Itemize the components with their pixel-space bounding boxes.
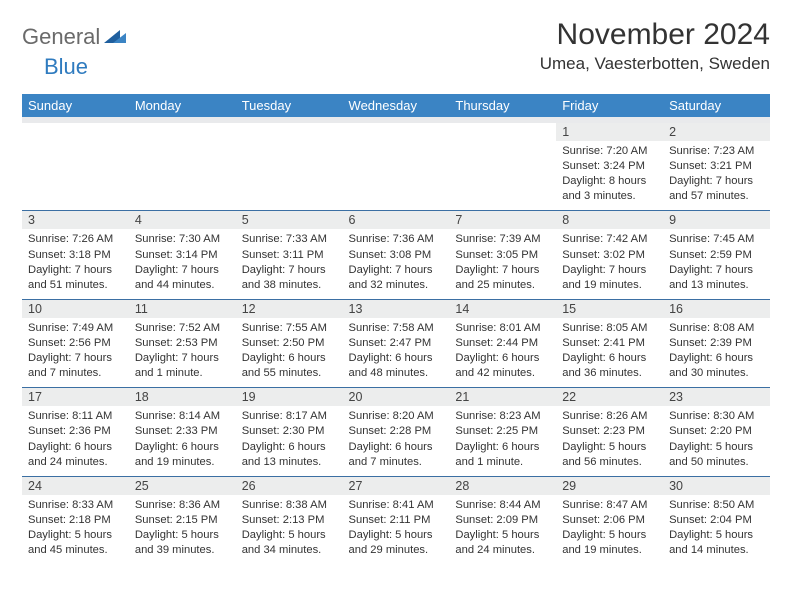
weekday-header: Friday <box>556 94 663 120</box>
day-detail-cell: Sunrise: 8:14 AMSunset: 2:33 PMDaylight:… <box>129 406 236 476</box>
day-detail-cell: Sunrise: 8:11 AMSunset: 2:36 PMDaylight:… <box>22 406 129 476</box>
day-number-cell <box>22 120 129 141</box>
day-detail-cell: Sunrise: 7:33 AMSunset: 3:11 PMDaylight:… <box>236 229 343 299</box>
day-number-cell: 25 <box>129 476 236 495</box>
day-number-cell: 14 <box>449 299 556 318</box>
weekday-header: Wednesday <box>343 94 450 120</box>
day-detail-cell: Sunrise: 7:58 AMSunset: 2:47 PMDaylight:… <box>343 318 450 388</box>
day-number-cell: 30 <box>663 476 770 495</box>
day-number-cell: 8 <box>556 211 663 230</box>
brand-part1: General <box>22 24 100 50</box>
day-number-row: 24252627282930 <box>22 476 770 495</box>
day-number-cell: 22 <box>556 388 663 407</box>
day-number-row: 10111213141516 <box>22 299 770 318</box>
weekday-header: Monday <box>129 94 236 120</box>
day-number-cell: 16 <box>663 299 770 318</box>
brand-triangle-icon <box>104 26 126 49</box>
day-detail-cell <box>343 141 450 211</box>
day-detail-cell: Sunrise: 7:45 AMSunset: 2:59 PMDaylight:… <box>663 229 770 299</box>
day-number-cell: 29 <box>556 476 663 495</box>
day-detail-row: Sunrise: 8:11 AMSunset: 2:36 PMDaylight:… <box>22 406 770 476</box>
month-title: November 2024 <box>540 18 770 52</box>
day-number-cell: 10 <box>22 299 129 318</box>
day-detail-cell: Sunrise: 8:41 AMSunset: 2:11 PMDaylight:… <box>343 495 450 564</box>
day-detail-cell: Sunrise: 7:26 AMSunset: 3:18 PMDaylight:… <box>22 229 129 299</box>
day-detail-cell: Sunrise: 7:42 AMSunset: 3:02 PMDaylight:… <box>556 229 663 299</box>
day-number-row: 17181920212223 <box>22 388 770 407</box>
day-detail-cell: Sunrise: 8:17 AMSunset: 2:30 PMDaylight:… <box>236 406 343 476</box>
day-number-cell: 23 <box>663 388 770 407</box>
day-detail-cell: Sunrise: 7:52 AMSunset: 2:53 PMDaylight:… <box>129 318 236 388</box>
day-detail-cell: Sunrise: 7:30 AMSunset: 3:14 PMDaylight:… <box>129 229 236 299</box>
day-number-row: 3456789 <box>22 211 770 230</box>
day-number-cell: 26 <box>236 476 343 495</box>
day-number-cell: 28 <box>449 476 556 495</box>
weekday-header: Saturday <box>663 94 770 120</box>
day-detail-cell <box>129 141 236 211</box>
day-number-cell: 7 <box>449 211 556 230</box>
day-detail-cell: Sunrise: 8:38 AMSunset: 2:13 PMDaylight:… <box>236 495 343 564</box>
day-detail-cell: Sunrise: 8:50 AMSunset: 2:04 PMDaylight:… <box>663 495 770 564</box>
day-number-cell: 18 <box>129 388 236 407</box>
day-detail-cell: Sunrise: 7:20 AMSunset: 3:24 PMDaylight:… <box>556 141 663 211</box>
day-detail-cell: Sunrise: 8:08 AMSunset: 2:39 PMDaylight:… <box>663 318 770 388</box>
day-number-cell: 2 <box>663 120 770 141</box>
day-detail-row: Sunrise: 8:33 AMSunset: 2:18 PMDaylight:… <box>22 495 770 564</box>
calendar-table: Sunday Monday Tuesday Wednesday Thursday… <box>22 94 770 564</box>
day-detail-cell: Sunrise: 8:05 AMSunset: 2:41 PMDaylight:… <box>556 318 663 388</box>
day-number-cell <box>343 120 450 141</box>
day-number-cell <box>129 120 236 141</box>
day-number-cell: 12 <box>236 299 343 318</box>
day-number-cell: 15 <box>556 299 663 318</box>
day-detail-cell: Sunrise: 8:01 AMSunset: 2:44 PMDaylight:… <box>449 318 556 388</box>
weekday-header: Tuesday <box>236 94 343 120</box>
day-number-cell: 24 <box>22 476 129 495</box>
day-detail-row: Sunrise: 7:26 AMSunset: 3:18 PMDaylight:… <box>22 229 770 299</box>
day-detail-row: Sunrise: 7:20 AMSunset: 3:24 PMDaylight:… <box>22 141 770 211</box>
day-number-cell: 6 <box>343 211 450 230</box>
title-block: November 2024 Umea, Vaesterbotten, Swede… <box>540 18 770 74</box>
day-number-cell: 3 <box>22 211 129 230</box>
day-detail-cell: Sunrise: 7:36 AMSunset: 3:08 PMDaylight:… <box>343 229 450 299</box>
day-number-cell: 21 <box>449 388 556 407</box>
day-detail-cell: Sunrise: 8:44 AMSunset: 2:09 PMDaylight:… <box>449 495 556 564</box>
weekday-header-row: Sunday Monday Tuesday Wednesday Thursday… <box>22 94 770 120</box>
day-number-cell <box>449 120 556 141</box>
day-detail-cell: Sunrise: 7:23 AMSunset: 3:21 PMDaylight:… <box>663 141 770 211</box>
day-detail-cell: Sunrise: 8:26 AMSunset: 2:23 PMDaylight:… <box>556 406 663 476</box>
day-detail-cell: Sunrise: 8:36 AMSunset: 2:15 PMDaylight:… <box>129 495 236 564</box>
day-number-row: 12 <box>22 120 770 141</box>
day-number-cell: 1 <box>556 120 663 141</box>
weekday-header: Thursday <box>449 94 556 120</box>
day-number-cell: 13 <box>343 299 450 318</box>
day-number-cell: 17 <box>22 388 129 407</box>
location-subtitle: Umea, Vaesterbotten, Sweden <box>540 54 770 74</box>
brand-part2: Blue <box>44 54 88 80</box>
day-detail-cell <box>236 141 343 211</box>
day-detail-cell: Sunrise: 8:30 AMSunset: 2:20 PMDaylight:… <box>663 406 770 476</box>
day-detail-cell: Sunrise: 8:20 AMSunset: 2:28 PMDaylight:… <box>343 406 450 476</box>
day-number-cell: 9 <box>663 211 770 230</box>
day-detail-cell: Sunrise: 7:39 AMSunset: 3:05 PMDaylight:… <box>449 229 556 299</box>
day-detail-cell <box>22 141 129 211</box>
day-detail-cell: Sunrise: 8:33 AMSunset: 2:18 PMDaylight:… <box>22 495 129 564</box>
day-number-cell: 11 <box>129 299 236 318</box>
brand-logo: General <box>22 18 128 50</box>
day-detail-cell: Sunrise: 8:23 AMSunset: 2:25 PMDaylight:… <box>449 406 556 476</box>
day-number-cell <box>236 120 343 141</box>
weekday-header: Sunday <box>22 94 129 120</box>
day-detail-cell: Sunrise: 7:55 AMSunset: 2:50 PMDaylight:… <box>236 318 343 388</box>
day-number-cell: 19 <box>236 388 343 407</box>
day-detail-cell: Sunrise: 8:47 AMSunset: 2:06 PMDaylight:… <box>556 495 663 564</box>
day-number-cell: 20 <box>343 388 450 407</box>
day-detail-cell: Sunrise: 7:49 AMSunset: 2:56 PMDaylight:… <box>22 318 129 388</box>
day-detail-cell <box>449 141 556 211</box>
day-number-cell: 27 <box>343 476 450 495</box>
day-number-cell: 5 <box>236 211 343 230</box>
day-number-cell: 4 <box>129 211 236 230</box>
day-detail-row: Sunrise: 7:49 AMSunset: 2:56 PMDaylight:… <box>22 318 770 388</box>
